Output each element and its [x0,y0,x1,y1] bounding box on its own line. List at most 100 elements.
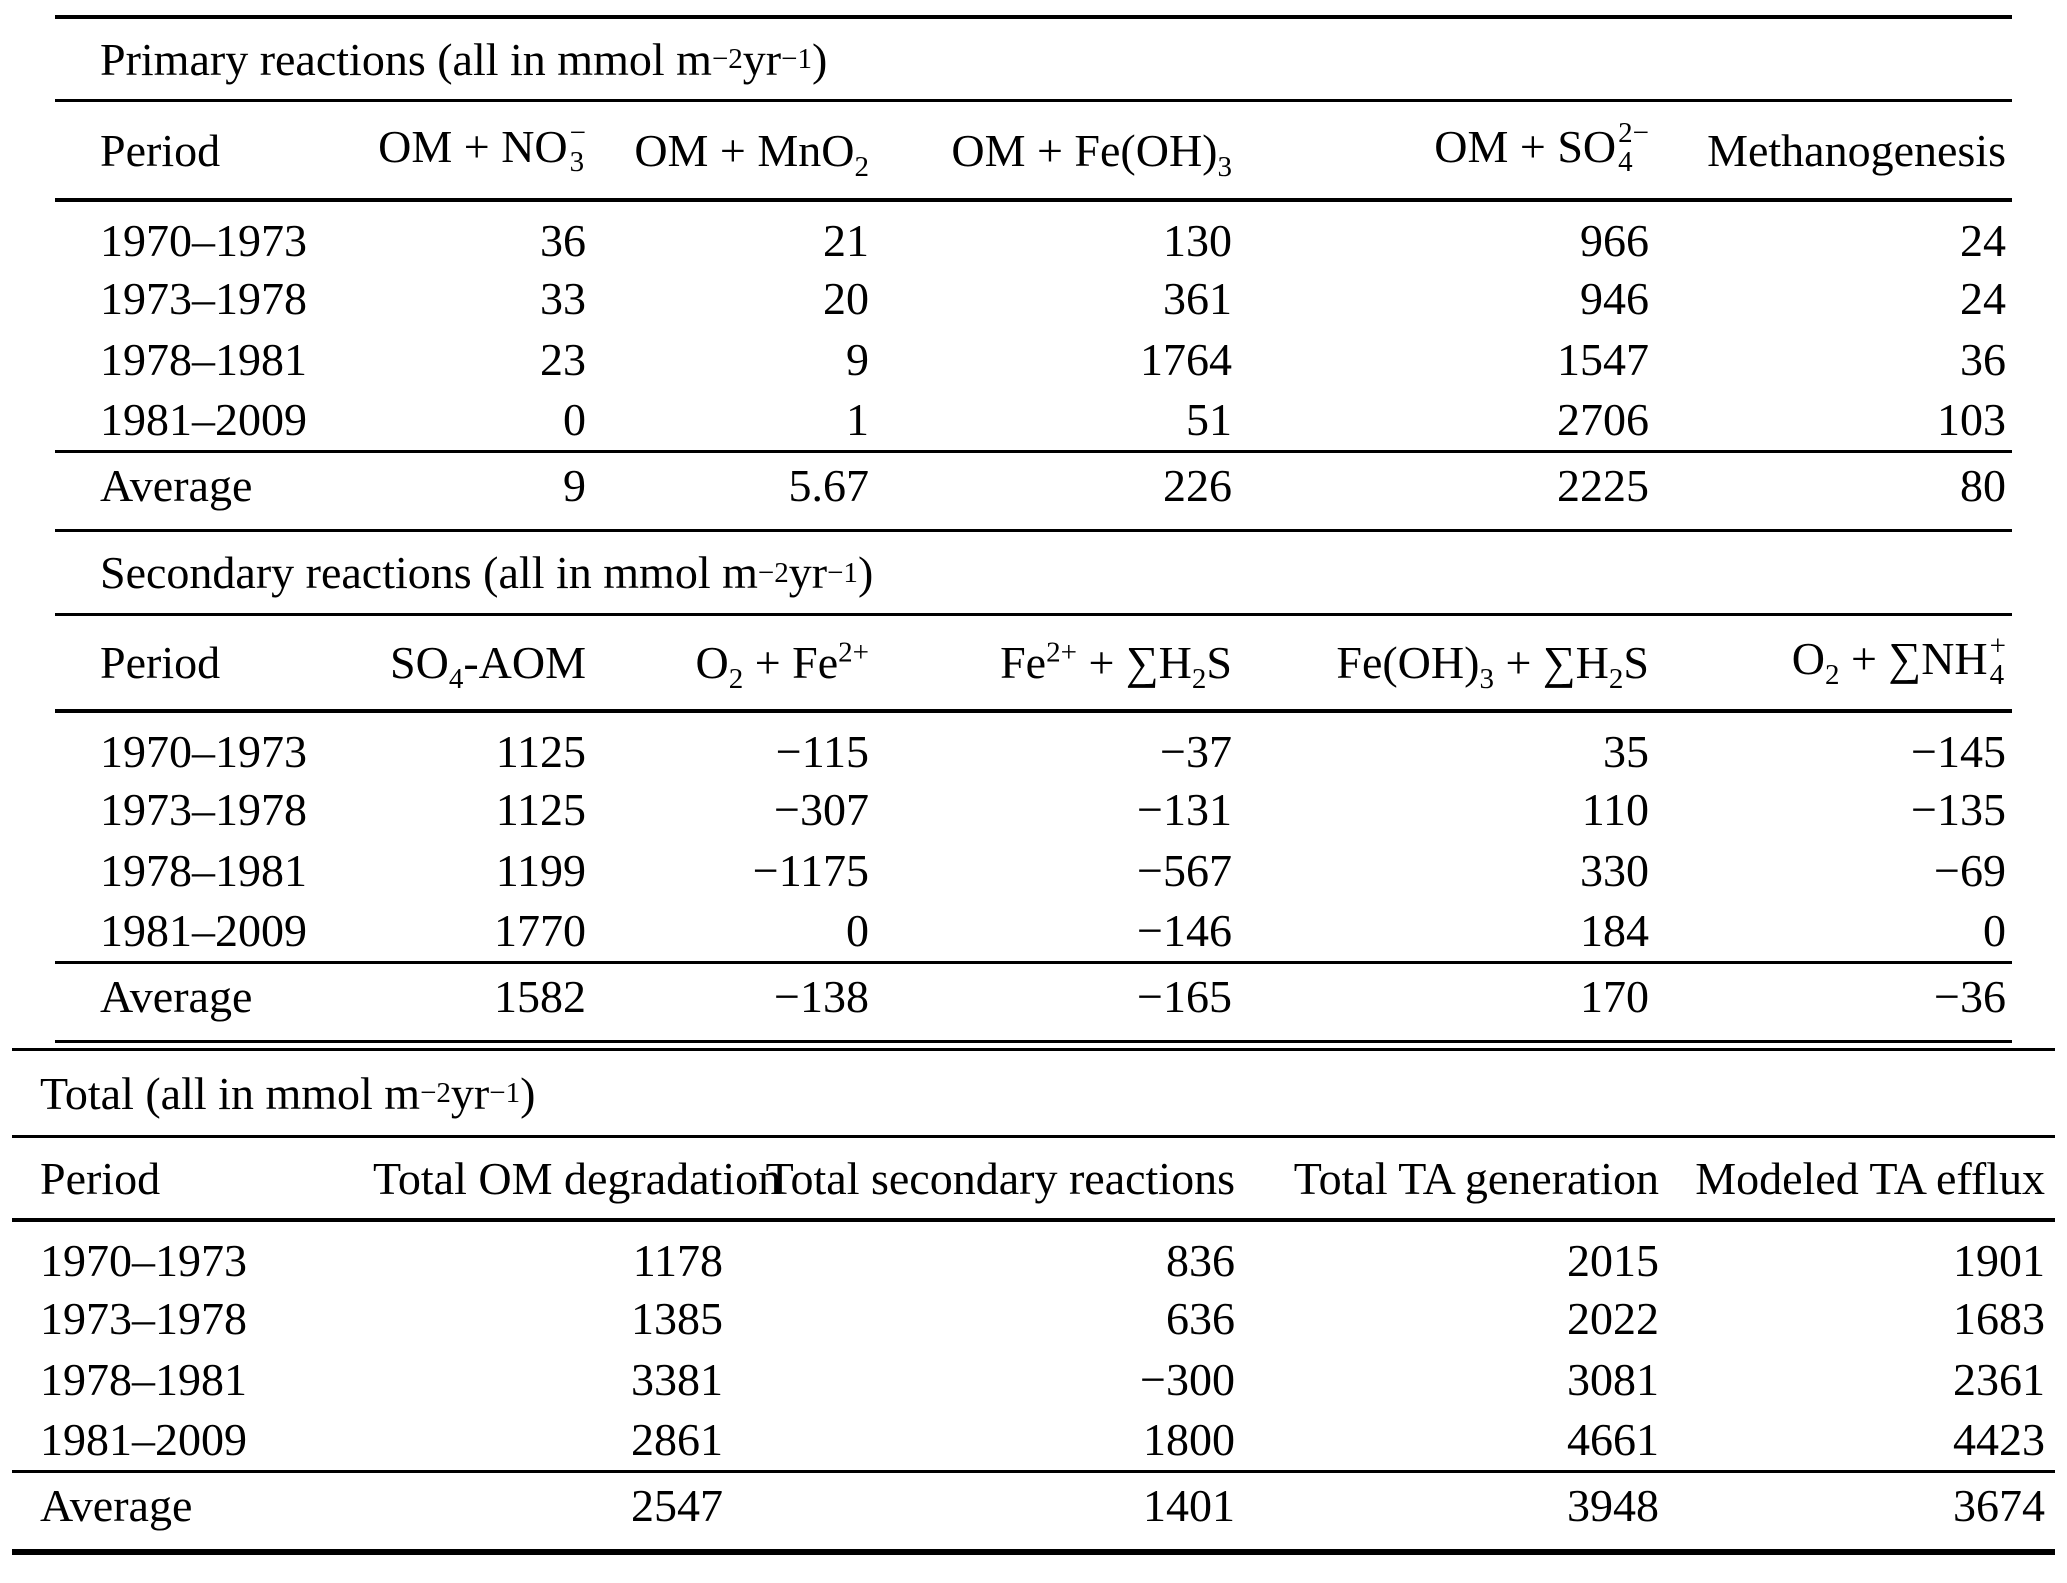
column-header-feoh3-h2s: Fe(OH)3 + ∑H2S [1336,637,1649,696]
column-header-om-feoh3: OM + Fe(OH)3 [951,124,1232,183]
reactions-tables-group: Primary reactions (all in mmol m −2 yr −1)… [55,15,2012,1043]
value-cell: 51 [1186,394,1232,446]
value-cell: −567 [1137,845,1232,896]
value-cell: 966 [1580,215,1649,266]
table-header-row: Period OM + NO −3 OM + MnO2 OM + Fe(OH)3 … [55,102,2012,200]
value-cell: 20 [823,273,869,324]
value-cell: 1683 [1953,1293,2045,1344]
period-cell: 1973–1978 [100,273,307,324]
value-cell: 3081 [1567,1354,1659,1405]
value-cell: 80 [1655,449,2012,529]
value-cell: 24 [1960,273,2006,324]
value-cell: 1125 [495,784,586,835]
value-cell: 110 [1581,784,1649,835]
table-row: 1978–1981 3381 −300 3081 2361 [12,1349,2055,1410]
value-cell: 4661 [1567,1414,1659,1466]
value-cell: 1800 [1143,1414,1235,1466]
value-cell: 1 [846,394,869,446]
column-header-o2-fe: O2 + Fe2+ [695,636,869,696]
column-header-fe-h2s: Fe2+ + ∑H2S [1000,636,1232,696]
column-header-om-so4: OM + SO 2− 4 [1434,117,1649,179]
value-cell: 4423 [1953,1414,2045,1466]
primary-reactions-title: Primary reactions (all in mmol m −2 yr −1) [55,19,2012,102]
period-cell: 1978–1981 [100,334,307,385]
value-cell: 0 [1983,905,2006,957]
value-cell: 23 [540,334,586,385]
table-row: 1978–1981 1199 −1175 −567 330 −69 [55,840,2012,901]
period-cell: 1970–1973 [100,215,307,266]
table-header-row: Period Total OM degradation Total second… [12,1138,2055,1220]
value-cell: 35 [1603,726,1649,777]
value-cell: 2706 [1557,394,1649,446]
value-cell: 1401 [733,1469,1245,1549]
value-cell: 103 [1937,394,2006,446]
period-cell: 1973–1978 [40,1293,247,1344]
average-row: Average 1582 −138 −165 170 −36 [55,960,2012,1040]
table-row: 1970–1973 1125 −115 −37 35 −145 [55,711,2012,779]
value-cell: 184 [1580,905,1649,957]
total-title: Total (all in mmol m −2 yr −1) [12,1051,2055,1138]
value-cell: −300 [1140,1354,1235,1405]
primary-reactions-table: Period OM + NO −3 OM + MnO2 OM + Fe(OH)3 … [55,102,2012,529]
value-cell: −307 [774,784,869,835]
value-cell: 1385 [631,1293,723,1344]
value-cell: −146 [1137,905,1232,957]
column-header-o2-nh4: O2 + ∑NH +4 [1791,629,2006,692]
column-header-total-ta-generation: Total TA generation [1293,1152,1659,1204]
value-cell: −36 [1655,960,2012,1040]
value-cell: 3674 [1669,1469,2055,1549]
value-cell: −145 [1911,726,2006,777]
value-cell: 9 [846,334,869,385]
value-cell: 1770 [494,905,586,957]
table-row: 1970–1973 36 21 130 966 24 [55,200,2012,268]
column-header-total-secondary-reactions: Total secondary reactions [765,1152,1235,1204]
table-row: 1970–1973 1178 836 2015 1901 [12,1220,2055,1288]
value-cell: −135 [1911,784,2006,835]
average-row: Average 9 5.67 226 2225 80 [55,449,2012,529]
value-cell: 36 [1960,334,2006,385]
table-row: 1973–1978 1125 −307 −131 110 −135 [55,779,2012,840]
period-cell: 1970–1973 [100,726,307,777]
value-cell: −37 [1160,726,1232,777]
value-cell: 2547 [372,1469,733,1549]
table-row: 1981–2009 1770 0 −146 184 0 [55,901,2012,962]
value-cell: 1178 [632,1235,723,1286]
value-cell: 636 [1166,1293,1235,1344]
value-cell: −138 [592,960,875,1040]
period-cell: 1973–1978 [100,784,307,835]
table-row: 1973–1978 1385 636 2022 1683 [12,1288,2055,1349]
period-cell: 1981–2009 [40,1414,247,1466]
total-table: Period Total OM degradation Total second… [12,1138,2055,1549]
value-cell: 1547 [1557,334,1649,385]
value-cell: 361 [1163,273,1232,324]
column-header-period: Period [100,637,221,688]
total-table-group: Total (all in mmol m −2 yr −1) Period Tota… [12,1048,2055,1555]
column-header-modeled-ta-efflux: Modeled TA efflux [1695,1152,2045,1204]
value-cell: 1901 [1953,1235,2045,1286]
value-cell: 21 [823,215,869,266]
average-label: Average [55,449,335,529]
value-cell: 836 [1166,1235,1235,1286]
value-cell: 33 [540,273,586,324]
table-row: 1978–1981 23 9 1764 1547 36 [55,329,2012,390]
period-cell: 1970–1973 [40,1235,247,1286]
value-cell: 1764 [1140,334,1232,385]
column-header-methanogenesis: Methanogenesis [1707,124,2006,176]
journal-table-figure: Primary reactions (all in mmol m −2 yr −1)… [0,15,2067,1555]
value-cell: 36 [540,215,586,266]
value-cell: 2861 [631,1414,723,1466]
table-row: 1981–2009 0 1 51 2706 103 [55,390,2012,451]
value-cell: 24 [1960,215,2006,266]
value-cell: 330 [1580,845,1649,896]
column-header-period: Period [100,124,221,176]
value-cell: 5.67 [592,449,875,529]
period-cell: 1978–1981 [40,1354,247,1405]
column-header-period: Period [40,1152,161,1204]
period-cell: 1981–2009 [100,905,307,957]
column-header-om-mno2: OM + MnO2 [634,124,869,183]
value-cell: 2225 [1238,449,1655,529]
value-cell: 3381 [631,1354,723,1405]
value-cell: 1582 [335,960,592,1040]
value-cell: 226 [875,449,1238,529]
value-cell: −1175 [752,845,869,896]
